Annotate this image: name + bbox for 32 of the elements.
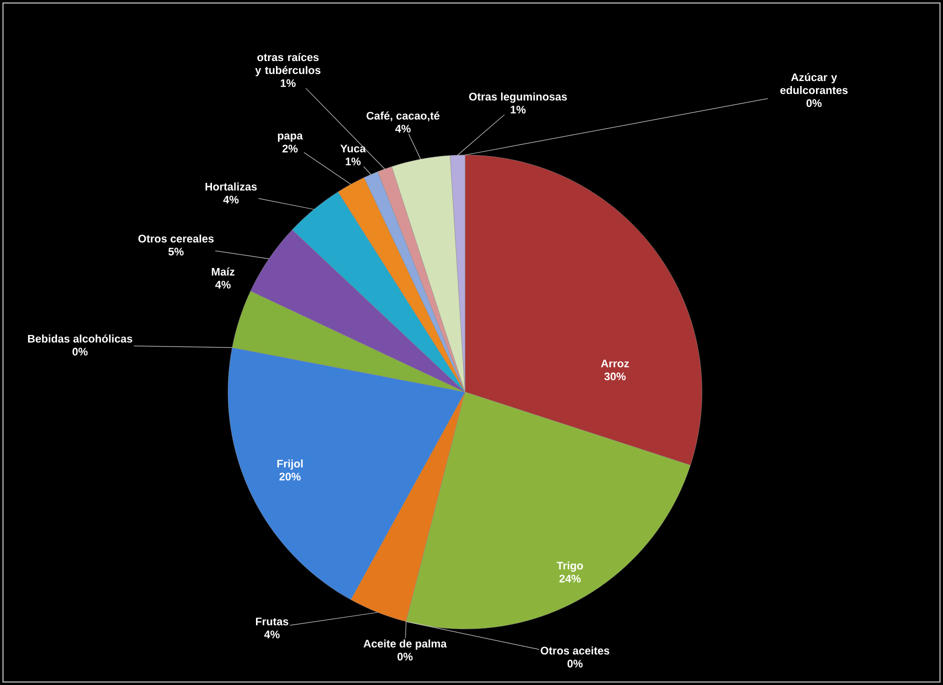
text: 0% [72,348,88,356]
text: 0% [806,99,822,108]
slice-label: Trigo [556,562,583,572]
data-label: 5% [168,248,184,256]
text: 0% [398,652,413,660]
slice-label: Otras leguminosas [469,92,567,103]
category-label: Bebidas alcohólicas [28,334,132,343]
data-label: 4% [215,280,231,289]
slice-label: papa [278,134,303,142]
slice-label: Arroz [600,360,629,368]
slice-label: Yuca [340,144,366,152]
data-label: 4% [223,196,239,204]
slice-label: Frutas [256,618,288,626]
data-label: 4% [264,630,280,638]
category-label: Azúcar y edulcorantes [780,72,848,94]
slice-label: Maíz [212,267,234,276]
slice-label: Frijol [277,459,303,470]
data-label: 24% [559,574,581,582]
slice-label: Hortalizas [206,182,257,191]
category-label: Otros aceites [540,646,610,655]
data-label: 1% [280,79,296,87]
slice-label: Otros cereales [138,234,214,243]
slice-label: Café, cacao,té [366,111,440,122]
data-label: 30% [604,372,626,380]
text: 0% [568,660,583,668]
data-label: 1% [510,106,526,114]
slice-label: otras raíces y tubérculos [255,52,320,76]
data-label: 1% [346,158,361,166]
data-label: 4% [395,124,411,133]
data-label: 20% [279,472,301,480]
data-label: 2% [282,144,298,152]
legend-label: Aceite de palma [364,639,447,650]
